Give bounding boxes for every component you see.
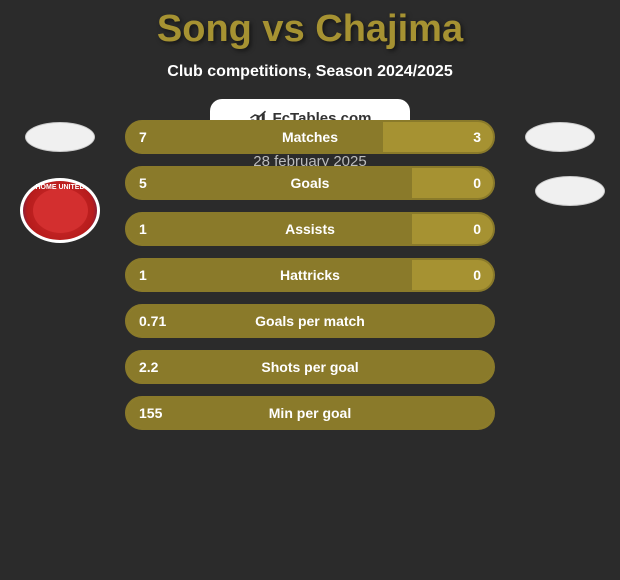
stat-right-value: 3 (473, 129, 481, 145)
player-avatar-right (525, 122, 595, 152)
stat-label: Assists (285, 221, 335, 237)
comparison-subtitle: Club competitions, Season 2024/2025 (0, 63, 620, 81)
club-avatar-right (535, 176, 605, 206)
stat-right-value: 0 (473, 267, 481, 283)
stat-left-value: 0.71 (139, 313, 166, 329)
club-badge-left: HOME UNITED (20, 178, 120, 243)
stat-bar: 155 Min per goal (125, 396, 495, 430)
stat-label: Hattricks (280, 267, 340, 283)
stat-bar: 5 Goals 0 (125, 166, 495, 200)
stat-left-value: 5 (139, 175, 147, 191)
stat-bar: 7 Matches 3 (125, 120, 495, 154)
stat-bar: 2.2 Shots per goal (125, 350, 495, 384)
stat-bar-fill (127, 260, 412, 290)
stat-bar-fill (127, 214, 412, 244)
badge-text: HOME UNITED (36, 184, 85, 191)
stat-label: Min per goal (269, 405, 351, 421)
stat-bar: 1 Assists 0 (125, 212, 495, 246)
stat-label: Goals per match (255, 313, 365, 329)
stat-right-value: 0 (473, 221, 481, 237)
comparison-title: Song vs Chajima (0, 0, 620, 51)
stat-bar-fill (127, 122, 383, 152)
stat-bar: 0.71 Goals per match (125, 304, 495, 338)
stat-left-value: 1 (139, 267, 147, 283)
stats-container: 7 Matches 3 5 Goals 0 1 Assists 0 1 Hattricks 0 0.71… (125, 120, 495, 442)
stat-label: Shots per goal (261, 359, 358, 375)
stat-left-value: 155 (139, 405, 162, 421)
stat-left-value: 2.2 (139, 359, 158, 375)
stat-bar: 1 Hattricks 0 (125, 258, 495, 292)
stat-label: Matches (282, 129, 338, 145)
stat-label: Goals (291, 175, 330, 191)
stat-right-value: 0 (473, 175, 481, 191)
stat-left-value: 1 (139, 221, 147, 237)
stat-bar-fill (127, 168, 412, 198)
stat-left-value: 7 (139, 129, 147, 145)
player-avatar-left (25, 122, 95, 152)
